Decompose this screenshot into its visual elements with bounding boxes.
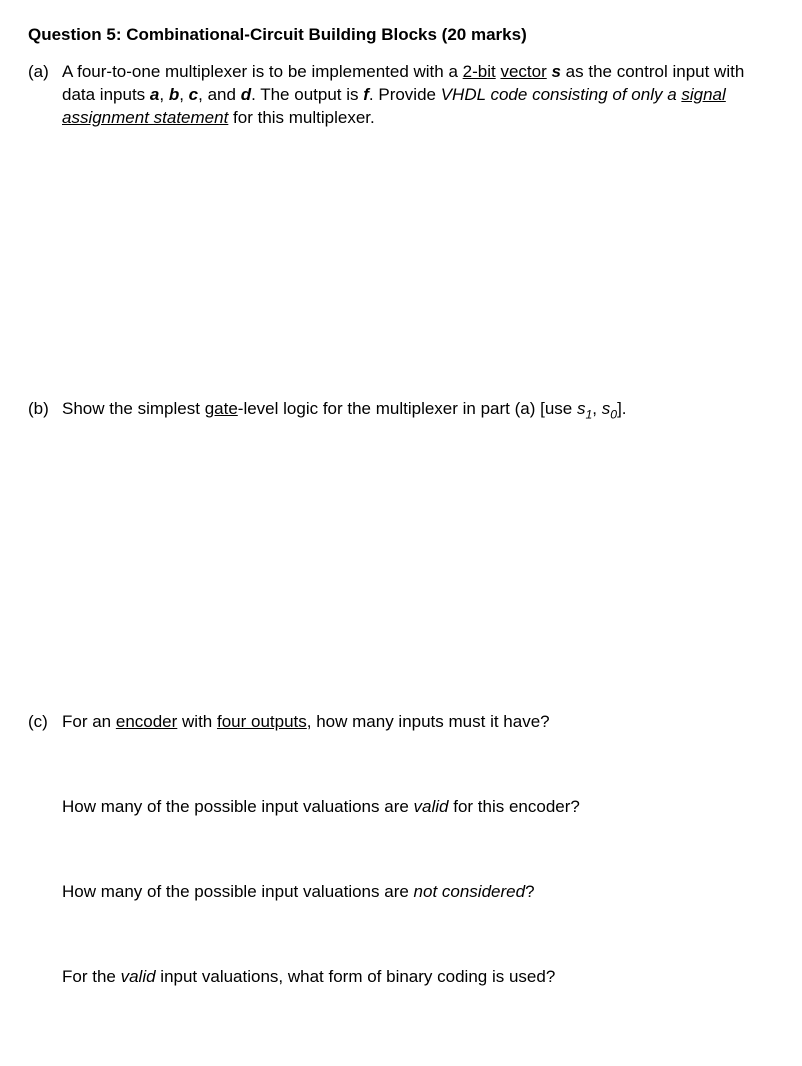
text: , (592, 399, 601, 418)
text: For an (62, 712, 116, 731)
part-b-label: (b) (28, 398, 62, 421)
text: . Provide (369, 85, 441, 104)
part-a-label: (a) (28, 61, 62, 84)
part-c: (c) For an encoder with four outputs, ho… (28, 711, 774, 734)
part-a-body: A four-to-one multiplexer is to be imple… (62, 61, 774, 130)
italic-not-considered: not considered (414, 882, 526, 901)
var-b: b (169, 85, 179, 104)
var-d: d (241, 85, 251, 104)
underline-gate: gate (205, 399, 238, 418)
text: -level logic for the multiplexer in part… (238, 399, 577, 418)
part-b-body: Show the simplest gate-level logic for t… (62, 398, 774, 421)
part-c-label: (c) (28, 711, 62, 734)
text: . The output is (251, 85, 363, 104)
part-c-q2: How many of the possible input valuation… (62, 796, 774, 819)
text: ? (525, 882, 534, 901)
answer-space-a (28, 130, 774, 398)
text: , (179, 85, 188, 104)
text: How many of the possible input valuation… (62, 797, 414, 816)
answer-space-b (28, 421, 774, 711)
text: For the (62, 967, 121, 986)
text: for this multiplexer. (228, 108, 374, 127)
text: How many of the possible input valuation… (62, 882, 414, 901)
text: A four-to-one multiplexer is to be imple… (62, 62, 463, 81)
text: , (159, 85, 168, 104)
text: Show the simplest (62, 399, 205, 418)
answer-space-c2 (28, 819, 774, 881)
text: with (177, 712, 217, 731)
part-c-q3: How many of the possible input valuation… (62, 881, 774, 904)
text: for this encoder? (449, 797, 580, 816)
part-b: (b) Show the simplest gate-level logic f… (28, 398, 774, 421)
question-title: Question 5: Combinational-Circuit Buildi… (28, 24, 774, 47)
underline-2bit: 2-bit (463, 62, 496, 81)
answer-space-c1 (28, 734, 774, 796)
var-s: s (551, 62, 560, 81)
part-c-q4: For the valid input valuations, what for… (62, 966, 774, 989)
text: , and (198, 85, 241, 104)
text: input valuations, what form of binary co… (156, 967, 556, 986)
part-a: (a) A four-to-one multiplexer is to be i… (28, 61, 774, 130)
underline-vector: vector (500, 62, 546, 81)
var-c: c (189, 85, 198, 104)
var-s0: s (602, 399, 611, 418)
italic-valid-2: valid (121, 967, 156, 986)
answer-space-c3 (28, 904, 774, 966)
text: ]. (617, 399, 626, 418)
var-a: a (150, 85, 159, 104)
text: , how many inputs must it have? (307, 712, 550, 731)
underline-four-outputs: four outputs (217, 712, 307, 731)
italic-vhdl: VHDL code consisting of only a (441, 85, 682, 104)
part-c-body: For an encoder with four outputs, how ma… (62, 711, 774, 734)
italic-valid: valid (414, 797, 449, 816)
underline-encoder: encoder (116, 712, 177, 731)
